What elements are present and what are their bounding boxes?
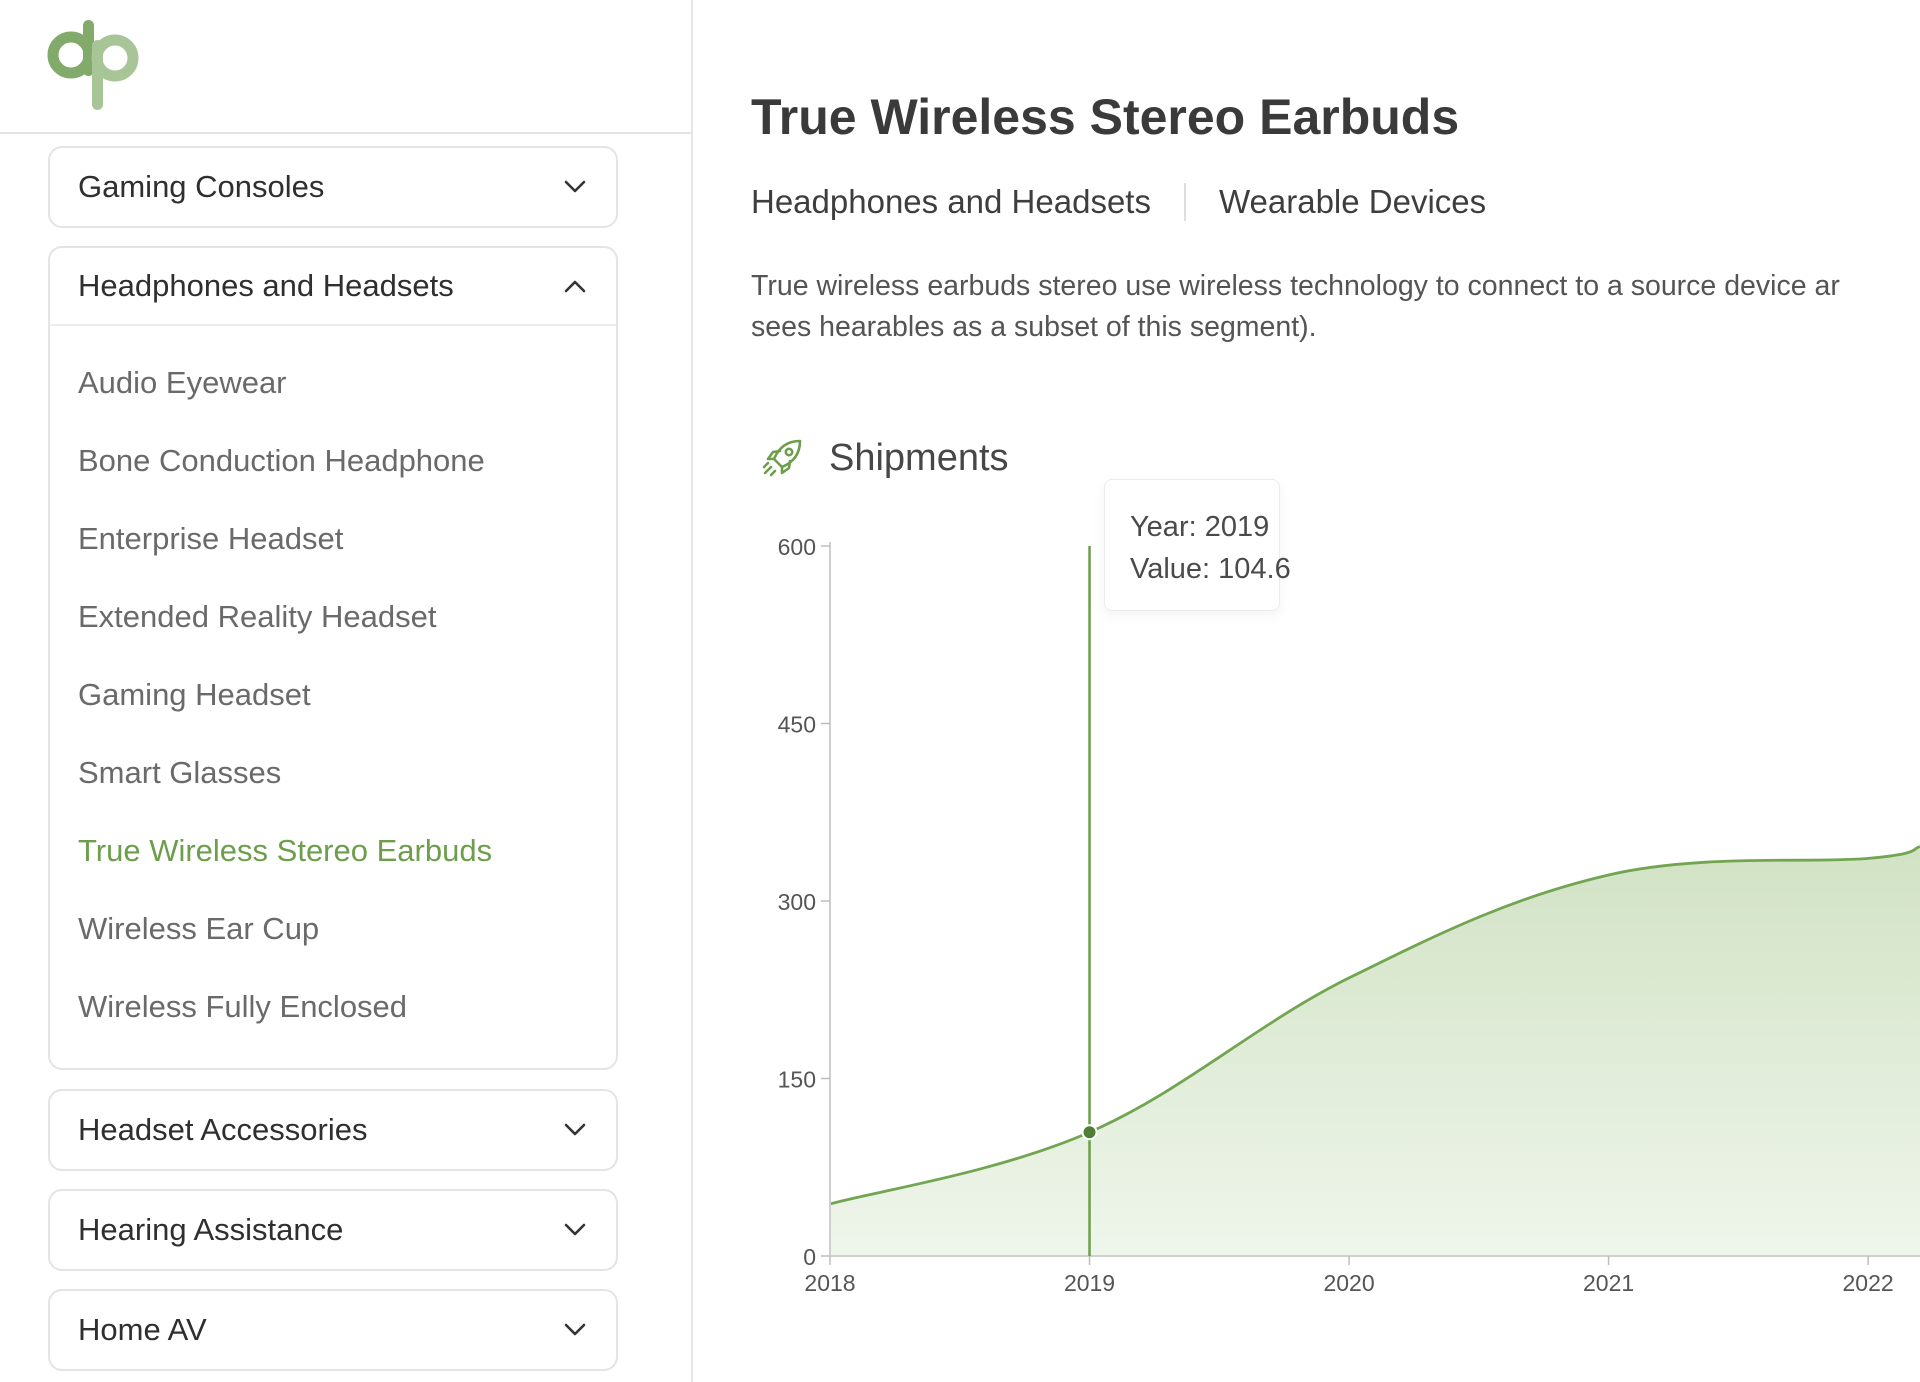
category-header[interactable]: Gaming Consoles bbox=[50, 148, 616, 226]
section-title: Shipments bbox=[829, 436, 1009, 479]
description-line: sees hearables as a subset of this segme… bbox=[751, 311, 1317, 343]
category-gaming-consoles[interactable]: Gaming Consoles bbox=[48, 146, 618, 228]
category-header[interactable]: Home AV bbox=[50, 1291, 616, 1369]
chevron-down-icon bbox=[564, 1323, 586, 1336]
area-fill bbox=[830, 846, 1920, 1256]
category-header[interactable]: Hearing Assistance bbox=[50, 1191, 616, 1269]
subcategory-extended-reality-headset[interactable]: Extended Reality Headset bbox=[78, 599, 437, 634]
category-hearing-assistance[interactable]: Hearing Assistance bbox=[48, 1189, 618, 1271]
category-header[interactable]: Headset Accessories bbox=[50, 1091, 616, 1169]
category-label: Headset Accessories bbox=[78, 1112, 368, 1147]
chart-tooltip: Year: 2019 Value: 104.6 bbox=[1104, 479, 1291, 611]
chevron-down-icon bbox=[564, 1223, 586, 1236]
category-headphones-and-headsets[interactable]: Headphones and Headsets Audio Eyewear Bo… bbox=[48, 246, 618, 1070]
y-tick-label: 150 bbox=[778, 1067, 816, 1093]
tooltip-year: Year: 2019 bbox=[1130, 511, 1270, 543]
category-label: Hearing Assistance bbox=[78, 1212, 344, 1247]
description-line: True wireless earbuds stereo use wireles… bbox=[751, 270, 1840, 302]
x-tick-label: 2022 bbox=[1843, 1270, 1894, 1296]
page-title: True Wireless Stereo Earbuds bbox=[751, 89, 1460, 145]
y-tick-label: 300 bbox=[778, 889, 816, 915]
tag-divider bbox=[1183, 183, 1186, 221]
main-content: True Wireless Stereo Earbuds Headphones … bbox=[695, 0, 1920, 1382]
category-headset-accessories[interactable]: Headset Accessories bbox=[48, 1089, 618, 1171]
shipments-chart[interactable]: 0 150 300 450 600 2018 2019 2020 2021 2022 bbox=[695, 520, 1920, 1320]
category-label: Home AV bbox=[78, 1312, 207, 1347]
tag-headphones-and-headsets[interactable]: Headphones and Headsets bbox=[751, 183, 1151, 220]
subcategory-smart-glasses[interactable]: Smart Glasses bbox=[78, 755, 282, 790]
category-label: Headphones and Headsets bbox=[78, 268, 454, 303]
subcategory-list: Audio Eyewear Bone Conduction Headphone … bbox=[50, 326, 616, 1068]
subcategory-wireless-fully-enclosed[interactable]: Wireless Fully Enclosed bbox=[78, 989, 408, 1024]
y-tick-label: 600 bbox=[778, 534, 816, 560]
subcategory-audio-eyewear[interactable]: Audio Eyewear bbox=[78, 365, 287, 400]
category-tags: Headphones and Headsets Wearable Devices bbox=[751, 180, 1486, 224]
y-tick-label: 450 bbox=[778, 712, 816, 738]
subcategory-gaming-headset[interactable]: Gaming Headset bbox=[78, 677, 311, 712]
dp-logo[interactable] bbox=[46, 20, 142, 112]
description: True wireless earbuds stereo use wireles… bbox=[751, 266, 1920, 348]
subcategory-wireless-ear-cup[interactable]: Wireless Ear Cup bbox=[78, 911, 320, 946]
category-home-av[interactable]: Home AV bbox=[48, 1289, 618, 1371]
x-tick-label: 2020 bbox=[1323, 1270, 1374, 1296]
highlight-point[interactable] bbox=[1081, 1124, 1098, 1141]
subcategory-enterprise-headset[interactable]: Enterprise Headset bbox=[78, 521, 344, 556]
x-tick-label: 2021 bbox=[1583, 1270, 1634, 1296]
subcategory-true-wireless-stereo-earbuds[interactable]: True Wireless Stereo Earbuds bbox=[78, 833, 493, 868]
shipments-header: Shipments bbox=[761, 436, 1009, 480]
chevron-down-icon bbox=[564, 1123, 586, 1136]
x-tick-label: 2019 bbox=[1064, 1270, 1115, 1296]
chart-plot-area: 0 150 300 450 600 2018 2019 2020 2021 2022 bbox=[778, 534, 1920, 1296]
rocket-icon bbox=[762, 439, 802, 477]
category-label: Gaming Consoles bbox=[78, 169, 325, 204]
logo-area bbox=[0, 0, 691, 134]
tag-wearable-devices[interactable]: Wearable Devices bbox=[1218, 183, 1487, 220]
tooltip-value: Value: 104.6 bbox=[1130, 553, 1291, 585]
subcategory-bone-conduction-headphone[interactable]: Bone Conduction Headphone bbox=[78, 443, 485, 478]
y-tick-label: 0 bbox=[803, 1244, 816, 1270]
x-tick-label: 2018 bbox=[804, 1270, 855, 1296]
sidebar: Gaming Consoles Headphones and Headsets … bbox=[0, 0, 693, 1382]
category-header[interactable]: Headphones and Headsets bbox=[50, 248, 616, 326]
chevron-down-icon bbox=[564, 180, 586, 193]
series-line[interactable] bbox=[829, 845, 1920, 1206]
chevron-up-icon bbox=[564, 280, 586, 293]
